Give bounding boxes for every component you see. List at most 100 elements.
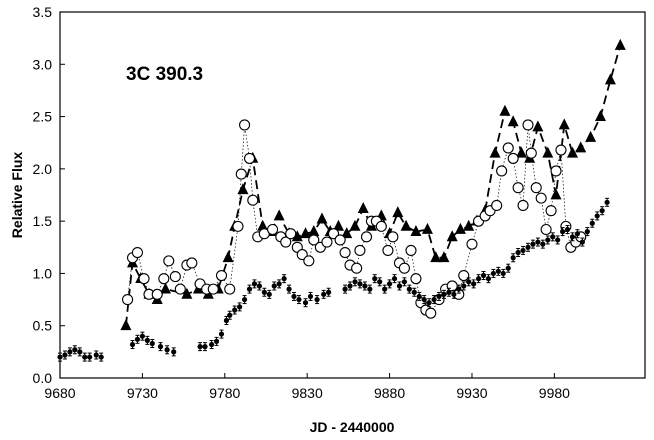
data-point-dot: [520, 247, 526, 254]
data-point-triangle: [575, 141, 587, 153]
data-point-triangle: [542, 146, 554, 158]
y-tick-label: 1.0: [33, 265, 53, 281]
data-point-dot: [144, 337, 150, 343]
data-point-dot: [555, 237, 561, 243]
data-point-triangle: [237, 183, 249, 195]
data-point-triangle: [257, 219, 269, 231]
data-point-dot: [256, 283, 262, 289]
data-point-circle: [239, 119, 251, 131]
x-tick-label: 9830: [292, 385, 323, 401]
data-point-circle: [458, 269, 470, 282]
data-point-dot: [377, 279, 383, 285]
data-point-circle: [224, 283, 236, 295]
data-point-triangle: [357, 201, 369, 213]
data-point-circle: [280, 236, 292, 248]
data-point-dot: [560, 229, 566, 235]
data-point-dot: [347, 283, 353, 289]
data-point-triangle: [614, 38, 626, 50]
data-point-circle: [151, 288, 163, 300]
data-point-circle: [545, 205, 557, 217]
x-axis-title: JD - 2440000: [310, 419, 395, 435]
chart-annotation: 3C 390.3: [126, 64, 203, 85]
data-point-triangle: [430, 251, 442, 263]
data-point-dot: [296, 296, 302, 303]
y-tick-label: 3.5: [33, 4, 53, 20]
data-point-dot: [129, 341, 136, 348]
data-point-dot: [589, 220, 595, 226]
data-point-dot: [456, 286, 462, 292]
data-point-circle: [138, 273, 150, 285]
data-point-dot: [416, 293, 422, 300]
data-point-triangle: [400, 219, 412, 231]
data-point-circle: [405, 244, 417, 256]
data-point-triangle: [463, 219, 475, 231]
data-point-triangle: [550, 188, 562, 200]
data-point-dot: [246, 286, 253, 292]
data-point-dot: [237, 304, 243, 310]
data-point-dot: [314, 296, 320, 303]
x-tick-label: 9980: [539, 385, 570, 401]
data-point-dot: [446, 289, 452, 295]
data-point-triangle: [532, 120, 544, 132]
data-point-dot: [357, 281, 363, 287]
y-tick-label: 1.5: [33, 213, 53, 229]
data-point-dot: [431, 296, 437, 303]
data-point-dot: [261, 289, 267, 295]
data-point-circle: [491, 199, 503, 212]
data-point-dot: [171, 349, 177, 355]
data-point-triangle: [454, 222, 466, 234]
data-point-dot: [77, 349, 83, 355]
data-point-dot: [495, 268, 501, 274]
data-point-circle: [525, 147, 537, 159]
data-point-triangle: [515, 146, 527, 158]
data-point-circle: [247, 194, 259, 206]
data-point-dot: [500, 270, 506, 277]
data-point-circle: [122, 294, 134, 306]
x-tick-label: 9730: [127, 385, 158, 401]
data-point-circle: [321, 236, 333, 248]
data-point-circle: [410, 273, 422, 285]
data-point-dot: [367, 286, 373, 292]
data-point-circle: [169, 271, 181, 283]
data-point-dot: [241, 296, 248, 303]
data-point-dot: [564, 226, 571, 233]
data-point-dot: [579, 239, 585, 245]
data-point-circle: [285, 228, 297, 240]
data-point-dot: [209, 341, 215, 348]
data-point-dot: [451, 291, 457, 297]
data-point-dot: [342, 286, 348, 292]
data-point-triangle: [410, 225, 422, 236]
data-point-circle: [354, 244, 366, 256]
data-point-dot: [362, 283, 368, 289]
y-axis: 0.0 0.5 1.0 1.5 2.0 2.5 3.0 3.5: [33, 4, 65, 386]
data-point-dot: [98, 354, 104, 360]
data-point-dot: [382, 286, 388, 292]
y-tick-label: 0.5: [33, 318, 53, 334]
data-point-circle: [215, 269, 228, 282]
data-point-dot: [326, 289, 332, 295]
data-point-dot: [471, 281, 477, 287]
data-point-dot: [584, 229, 590, 235]
data-point-dot: [93, 352, 99, 358]
x-tick-label: 9780: [209, 385, 240, 401]
data-point-dot: [139, 333, 145, 339]
data-point-triangle: [300, 227, 312, 239]
data-point-dot: [286, 286, 292, 292]
data-point-triangle: [341, 227, 353, 239]
data-point-circle: [334, 234, 346, 246]
data-point-dot: [307, 293, 314, 300]
data-point-triangle: [558, 118, 570, 130]
data-point-dot: [157, 344, 164, 350]
data-point-triangle: [421, 222, 433, 234]
data-point-circle: [502, 142, 514, 154]
data-point-triangle: [392, 206, 404, 218]
x-tick-label: 9680: [44, 385, 75, 401]
data-point-triangle: [181, 287, 193, 299]
data-point-circle: [517, 199, 529, 212]
data-point-dot: [480, 272, 487, 279]
data-point-dot: [372, 276, 378, 282]
data-point-dot: [461, 283, 467, 289]
data-point-triangle: [489, 146, 501, 158]
data-point-triangle: [585, 130, 597, 142]
data-point-dot: [149, 340, 155, 347]
